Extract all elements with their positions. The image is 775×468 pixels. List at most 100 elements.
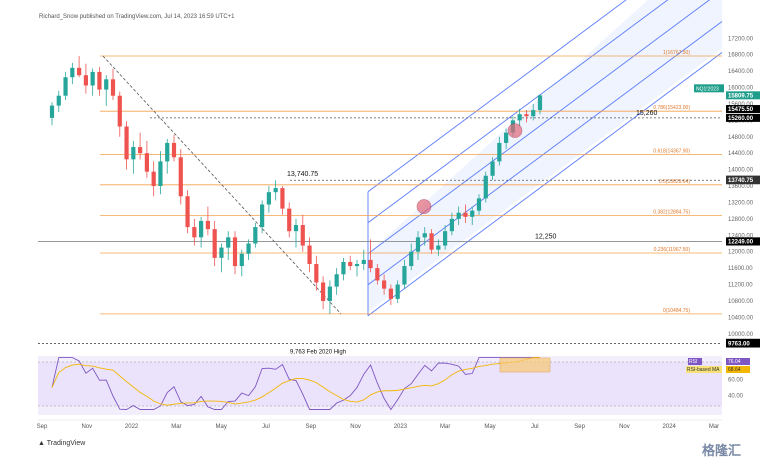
- candle-body: [178, 157, 183, 197]
- candle-body: [456, 212, 461, 219]
- candle-body: [490, 161, 495, 176]
- candle-body: [56, 95, 61, 106]
- candle-body: [517, 114, 522, 121]
- price-tag-bg: [726, 105, 760, 114]
- rsi-y-tick: 40.00: [728, 393, 744, 399]
- annotation-9763: 9,763 Feb 2020 High: [290, 350, 346, 356]
- x-tick-label: Sep: [574, 424, 585, 430]
- rsi-ma-value: 68.64: [728, 367, 741, 373]
- candle-body: [260, 204, 265, 228]
- candle-body: [232, 237, 238, 267]
- candle-body: [409, 251, 414, 267]
- candle-body: [77, 67, 82, 76]
- candle-body: [524, 114, 529, 117]
- candle-body: [504, 132, 509, 143]
- price-tag-bg: [726, 176, 760, 185]
- candle-body: [287, 208, 292, 232]
- price-tag-label: 15475.50: [728, 107, 754, 113]
- candle-body: [307, 245, 312, 265]
- y-tick-label: 13600.00: [728, 184, 754, 190]
- y-tick-label: 16000.00: [728, 86, 754, 92]
- publisher-header: Richard_Snow published on TradingView.co…: [39, 14, 235, 20]
- candle-body: [314, 264, 319, 283]
- candle-body: [185, 196, 190, 228]
- candle-body: [463, 212, 468, 217]
- x-tick-label: 2023: [394, 424, 408, 430]
- downtrend-line: [102, 55, 342, 315]
- y-tick-label: 10000.00: [728, 332, 754, 338]
- highlight-circle-2: [507, 123, 523, 138]
- x-tick-label: 2024: [663, 424, 677, 430]
- candle-body: [49, 105, 55, 118]
- candle-body: [483, 175, 488, 199]
- fib-level-label: 0.236(11967.50): [654, 247, 691, 253]
- candle-body: [341, 261, 346, 275]
- y-tick-label: 16400.00: [728, 69, 754, 75]
- candle-body: [388, 288, 393, 299]
- candle-body: [429, 233, 434, 250]
- fib-level-label: 0.382(12884.75): [653, 209, 690, 215]
- candle-body: [300, 225, 305, 246]
- x-tick-label: Sep: [37, 424, 48, 430]
- candle-body: [212, 229, 217, 258]
- price-tag-label: 9763.00: [728, 342, 750, 348]
- candle-body: [293, 225, 299, 232]
- y-tick-label: 10400.00: [728, 315, 754, 321]
- candle-body: [205, 220, 210, 230]
- fib-level-label: 0(10484.75): [663, 308, 690, 314]
- candle-body: [402, 266, 407, 285]
- fib-level-label: 0.618(14367.90): [653, 149, 690, 155]
- rsi-ma-label-bg: [686, 366, 722, 373]
- candle-body: [158, 161, 163, 187]
- candle-body: [97, 71, 102, 90]
- annotation-15260: 15,260: [636, 110, 658, 117]
- channel-line: [367, 0, 627, 193]
- rsi-label-bg: [688, 358, 702, 365]
- x-tick-label: Mar: [709, 424, 719, 430]
- rsi-value: 76.04: [728, 359, 741, 365]
- x-tick-label: May: [484, 424, 495, 430]
- y-tick-label: 14800.00: [728, 135, 754, 141]
- candle-body: [368, 259, 373, 269]
- candle-body: [334, 274, 339, 287]
- candle-body: [476, 198, 482, 211]
- price-tag-bg: [726, 91, 760, 100]
- price-tag-label: 13740.75: [728, 178, 754, 184]
- rsi-value-bg: [726, 358, 750, 365]
- y-tick-label: 11200.00: [728, 283, 753, 289]
- candle-body: [361, 259, 366, 265]
- candle-body: [63, 77, 68, 96]
- candle-body: [151, 171, 156, 187]
- fib-level-label: 1(16767.50): [663, 50, 690, 56]
- annotation-12250: 12,250: [535, 233, 557, 240]
- tradingview-logo: ▲ TradingView: [38, 440, 85, 447]
- price-tag-bg: [726, 113, 760, 122]
- rsi-line: [51, 357, 540, 411]
- candle-body: [246, 243, 251, 254]
- y-tick-label: 12000.00: [728, 250, 754, 256]
- candle-body: [239, 253, 244, 267]
- x-tick-label: Mar: [171, 424, 181, 430]
- channel-line: [367, 21, 723, 286]
- tradingview-icon: ▲: [38, 440, 47, 447]
- price-tag-bg: [726, 339, 760, 348]
- candle-body: [110, 79, 116, 96]
- candle-body: [165, 142, 170, 162]
- candle-body: [354, 264, 360, 267]
- rsi-band-fill: [38, 362, 722, 406]
- candle-body: [131, 147, 136, 160]
- rsi-ma-label: RSI-based MA: [687, 367, 720, 373]
- price-tag-label: 15809.75: [728, 93, 754, 99]
- fib-level-label: 0.786(15423.00): [653, 105, 690, 111]
- candle-body: [90, 71, 95, 86]
- y-tick-label: 10800.00: [728, 299, 754, 305]
- candle-body: [192, 227, 197, 238]
- candle-body: [83, 75, 88, 86]
- x-tick-label: Nov: [81, 424, 92, 430]
- y-tick-label: 16800.00: [728, 53, 754, 59]
- symbol-label-bg: [694, 84, 724, 93]
- candle-body: [436, 245, 441, 250]
- y-tick-label: 12400.00: [728, 233, 754, 239]
- y-tick-label: 13200.00: [728, 200, 754, 206]
